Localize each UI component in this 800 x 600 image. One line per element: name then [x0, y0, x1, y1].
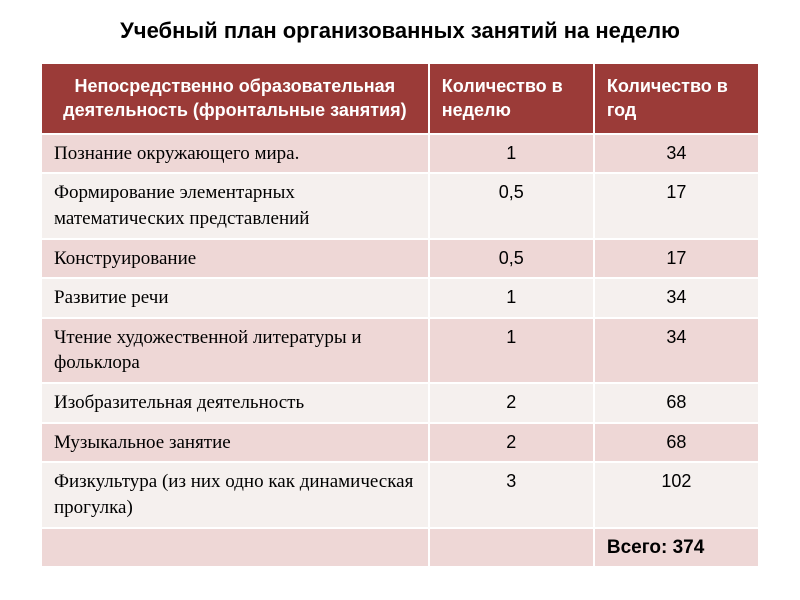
cell-per-week: 0,5 — [429, 173, 594, 238]
page-title: Учебный план организованных занятий на н… — [40, 18, 760, 44]
table-row: Музыкальное занятие268 — [41, 423, 759, 463]
table-row: Чтение художественной литературы и фольк… — [41, 318, 759, 383]
cell-per-year: 34 — [594, 278, 759, 318]
table-header-row: Непосредственно образовательная деятельн… — [41, 63, 759, 134]
cell-per-week: 2 — [429, 383, 594, 423]
table-row: Развитие речи134 — [41, 278, 759, 318]
total-empty — [429, 528, 594, 568]
table-total-row: Всего: 374 — [41, 528, 759, 568]
cell-activity: Познание окружающего мира. — [41, 134, 429, 174]
header-per-week: Количество в неделю — [429, 63, 594, 134]
cell-per-week: 0,5 — [429, 239, 594, 279]
total-label: Всего: 374 — [594, 528, 759, 568]
cell-per-week: 3 — [429, 462, 594, 527]
cell-per-year: 68 — [594, 383, 759, 423]
header-activity: Непосредственно образовательная деятельн… — [41, 63, 429, 134]
cell-activity: Формирование элементарных математических… — [41, 173, 429, 238]
cell-activity: Развитие речи — [41, 278, 429, 318]
table-row: Физкультура (из них одно как динамическа… — [41, 462, 759, 527]
cell-per-year: 68 — [594, 423, 759, 463]
cell-per-week: 1 — [429, 318, 594, 383]
cell-per-week: 1 — [429, 278, 594, 318]
header-per-year: Количество в год — [594, 63, 759, 134]
cell-activity: Изобразительная деятельность — [41, 383, 429, 423]
table-row: Познание окружающего мира.134 — [41, 134, 759, 174]
cell-activity: Музыкальное занятие — [41, 423, 429, 463]
cell-per-year: 17 — [594, 173, 759, 238]
cell-activity: Чтение художественной литературы и фольк… — [41, 318, 429, 383]
cell-per-week: 1 — [429, 134, 594, 174]
cell-per-week: 2 — [429, 423, 594, 463]
cell-per-year: 34 — [594, 134, 759, 174]
curriculum-table: Непосредственно образовательная деятельн… — [40, 62, 760, 568]
cell-per-year: 34 — [594, 318, 759, 383]
table-row: Изобразительная деятельность268 — [41, 383, 759, 423]
cell-activity: Физкультура (из них одно как динамическа… — [41, 462, 429, 527]
cell-per-year: 102 — [594, 462, 759, 527]
table-row: Конструирование0,517 — [41, 239, 759, 279]
table-row: Формирование элементарных математических… — [41, 173, 759, 238]
total-empty — [41, 528, 429, 568]
cell-activity: Конструирование — [41, 239, 429, 279]
cell-per-year: 17 — [594, 239, 759, 279]
